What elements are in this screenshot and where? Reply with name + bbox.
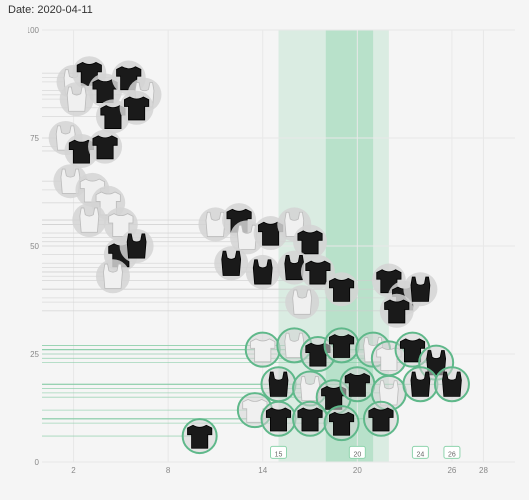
data-point [340, 367, 374, 401]
svg-text:100: 100 [28, 26, 40, 35]
data-point [285, 285, 319, 319]
data-point [72, 203, 106, 237]
axis-label-box: 24 [412, 446, 428, 458]
axis-label-box: 20 [349, 446, 365, 458]
svg-text:2: 2 [71, 466, 76, 475]
data-point [325, 272, 359, 306]
data-point [364, 402, 398, 436]
data-point [262, 367, 296, 401]
data-point [246, 333, 280, 367]
svg-text:0: 0 [35, 458, 40, 467]
data-point [380, 294, 414, 328]
axis-label-box: 15 [271, 446, 287, 458]
svg-text:50: 50 [30, 242, 39, 251]
data-point [120, 229, 154, 263]
svg-text:20: 20 [353, 451, 361, 458]
data-point [435, 367, 469, 401]
svg-text:75: 75 [30, 134, 39, 143]
svg-text:26: 26 [448, 451, 456, 458]
plot-svg: 0255075100281420262815202426 [28, 24, 521, 476]
data-point [183, 419, 217, 453]
svg-text:20: 20 [353, 466, 362, 475]
data-point [262, 402, 296, 436]
data-point [246, 255, 280, 289]
svg-text:26: 26 [447, 466, 456, 475]
data-point [403, 367, 437, 401]
plot-area: 0255075100281420262815202426 [28, 24, 521, 476]
svg-text:14: 14 [258, 466, 267, 475]
svg-text:25: 25 [30, 350, 39, 359]
data-point [96, 259, 130, 293]
data-point [120, 91, 154, 125]
data-point [293, 402, 327, 436]
data-point [325, 328, 359, 362]
svg-text:15: 15 [275, 451, 283, 458]
chart-container: Date: 2020-04-11 hrbrmstr.github.io item… [0, 0, 529, 500]
chart-title: Date: 2020-04-11 [8, 4, 93, 16]
svg-text:28: 28 [479, 466, 488, 475]
svg-text:8: 8 [166, 466, 171, 475]
data-point [88, 130, 122, 164]
axis-label-box: 26 [444, 446, 460, 458]
svg-text:24: 24 [417, 451, 425, 458]
data-point [214, 246, 248, 280]
data-point [325, 406, 359, 440]
